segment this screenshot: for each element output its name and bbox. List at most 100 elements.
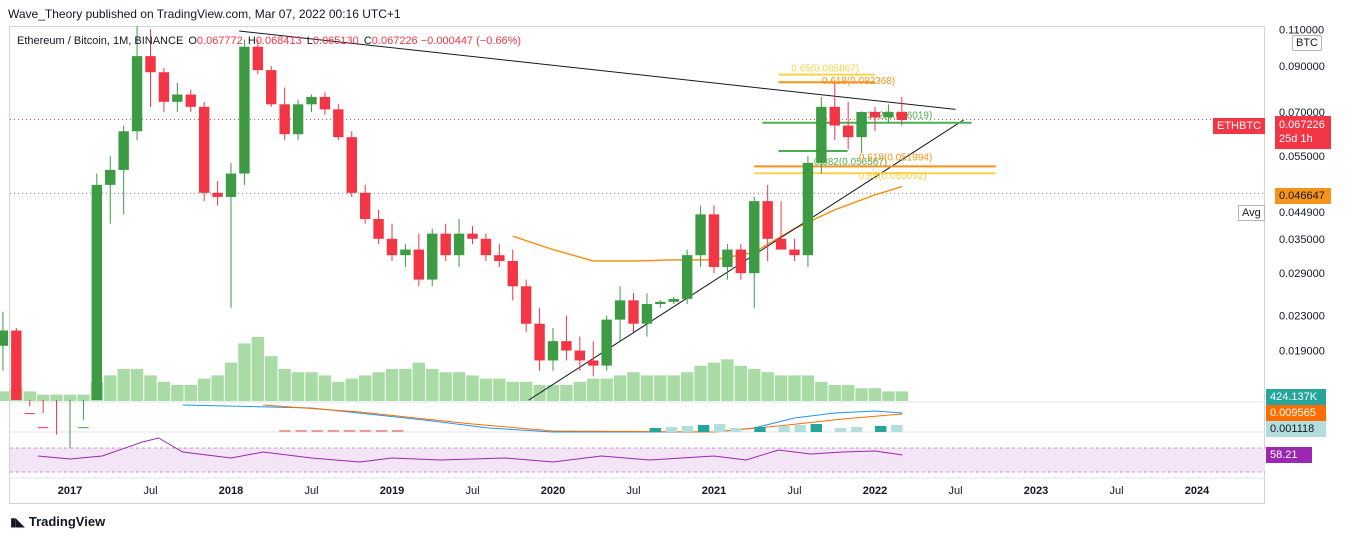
- x-tick-label: 2020: [541, 485, 565, 497]
- macd-hist-bar: [754, 427, 766, 432]
- macd-hist-bar: [875, 426, 887, 432]
- candle-body: [78, 427, 89, 429]
- volume-bar: [734, 365, 748, 401]
- tradingview-footer[interactable]: ▮◣ TradingView: [10, 514, 105, 529]
- candle-body: [400, 249, 411, 256]
- volume-bar: [479, 378, 493, 401]
- fib-label: 0.382(0.056567): [814, 157, 887, 168]
- macd-hist-bar: [279, 430, 291, 432]
- candle-body: [118, 131, 129, 170]
- candle-body: [883, 111, 894, 118]
- macd-hist-bar: [311, 430, 323, 432]
- descending-trendline: [238, 30, 956, 110]
- fib-label: 0.65(0.050092): [859, 171, 927, 182]
- macd-hist-bar: [850, 427, 863, 432]
- volume-bar: [197, 378, 211, 401]
- candle-body: [24, 413, 35, 415]
- volume-bar: [358, 375, 372, 401]
- candle-body: [279, 104, 290, 135]
- macd-hist-bar: [794, 425, 806, 432]
- volume-bar: [332, 381, 345, 401]
- candle-body: [494, 255, 505, 261]
- chart-frame: [9, 26, 1265, 504]
- symbol-name[interactable]: Ethereum / Bitcoin, 1M, BINANCE: [17, 35, 184, 47]
- low-label: L: [306, 35, 313, 47]
- volume-bar: [117, 369, 130, 401]
- candle-body: [655, 301, 666, 305]
- volume-bar: [291, 372, 305, 401]
- volume-bar: [251, 337, 265, 401]
- x-tick-label: Jul: [787, 485, 801, 497]
- candle-body: [467, 233, 478, 239]
- fib-label: 0.618(0.051994): [859, 152, 932, 163]
- macd-hist-bar: [834, 428, 847, 432]
- candle-body: [668, 298, 679, 302]
- x-tick-label: Jul: [948, 485, 962, 497]
- candle-body: [145, 56, 156, 73]
- candle-body: [440, 233, 451, 256]
- candle-body: [346, 137, 357, 193]
- candle-body: [172, 94, 183, 102]
- volume-bar: [774, 375, 788, 401]
- volume-bar: [412, 362, 426, 401]
- candle-body: [319, 96, 331, 110]
- symbol-tag: ETHBTC: [1213, 118, 1265, 134]
- candle-body: [292, 104, 304, 135]
- macd-hist-bar: [327, 430, 340, 432]
- volume-bar: [855, 388, 868, 401]
- candle-body: [628, 300, 639, 324]
- y-tick-label: 0.090000: [1279, 61, 1325, 73]
- candle-body: [775, 238, 787, 250]
- volume-bar: [36, 394, 50, 401]
- currency-label: BTC: [1292, 35, 1322, 51]
- volume-bar: [788, 375, 801, 401]
- candle-body: [0, 330, 9, 346]
- macd-hist-bar: [295, 430, 307, 432]
- volume-bar: [104, 375, 117, 401]
- macd-hist-bar: [697, 425, 710, 432]
- volume-bar: [694, 365, 707, 401]
- brand-name: TradingView: [28, 514, 106, 529]
- candle-body: [534, 323, 545, 361]
- macd-signal-tag: 0.009565: [1266, 405, 1326, 421]
- volume-bar: [77, 394, 90, 401]
- volume-bar: [748, 369, 761, 401]
- volume-bar: [305, 372, 318, 401]
- volume-bar: [587, 378, 600, 401]
- candle-body: [842, 125, 854, 138]
- candle-body: [198, 106, 210, 193]
- candle-body: [561, 341, 572, 351]
- volume-bar: [372, 372, 385, 401]
- y-tick-label: 0.023000: [1279, 311, 1325, 323]
- candle-body: [735, 249, 747, 274]
- rsi-band: [10, 448, 1265, 472]
- volume-bar: [667, 375, 680, 401]
- countdown: 25d 1h: [1279, 133, 1313, 145]
- candle-body: [252, 46, 264, 71]
- high-value: 0.068413: [255, 35, 302, 47]
- volume-bar: [761, 372, 774, 401]
- volume-bar: [211, 375, 224, 401]
- x-tick-label: Jul: [143, 485, 157, 497]
- candle-body: [601, 319, 612, 366]
- candle-body: [333, 109, 344, 138]
- candle-body: [507, 260, 518, 287]
- candle-body: [829, 106, 840, 126]
- y-tick-label: 0.110000: [1279, 24, 1324, 36]
- candle-body: [427, 233, 438, 280]
- volume-bar: [452, 372, 466, 401]
- volume-bar: [278, 369, 291, 401]
- candles: [0, 26, 908, 461]
- fib-label: 0.618(0.082368): [822, 76, 895, 87]
- candle-body: [762, 201, 773, 239]
- tradingview-logo-icon: ▮◣: [10, 514, 25, 529]
- volume-bar: [546, 385, 560, 401]
- volume-bar: [721, 359, 734, 401]
- ma-value-tag: 0.046647: [1275, 188, 1331, 204]
- x-tick-label: 2017: [58, 485, 82, 497]
- candle-body: [802, 162, 814, 256]
- macd-hist-bar: [730, 428, 742, 432]
- volume-bar: [613, 375, 627, 401]
- volume-bar: [345, 378, 358, 401]
